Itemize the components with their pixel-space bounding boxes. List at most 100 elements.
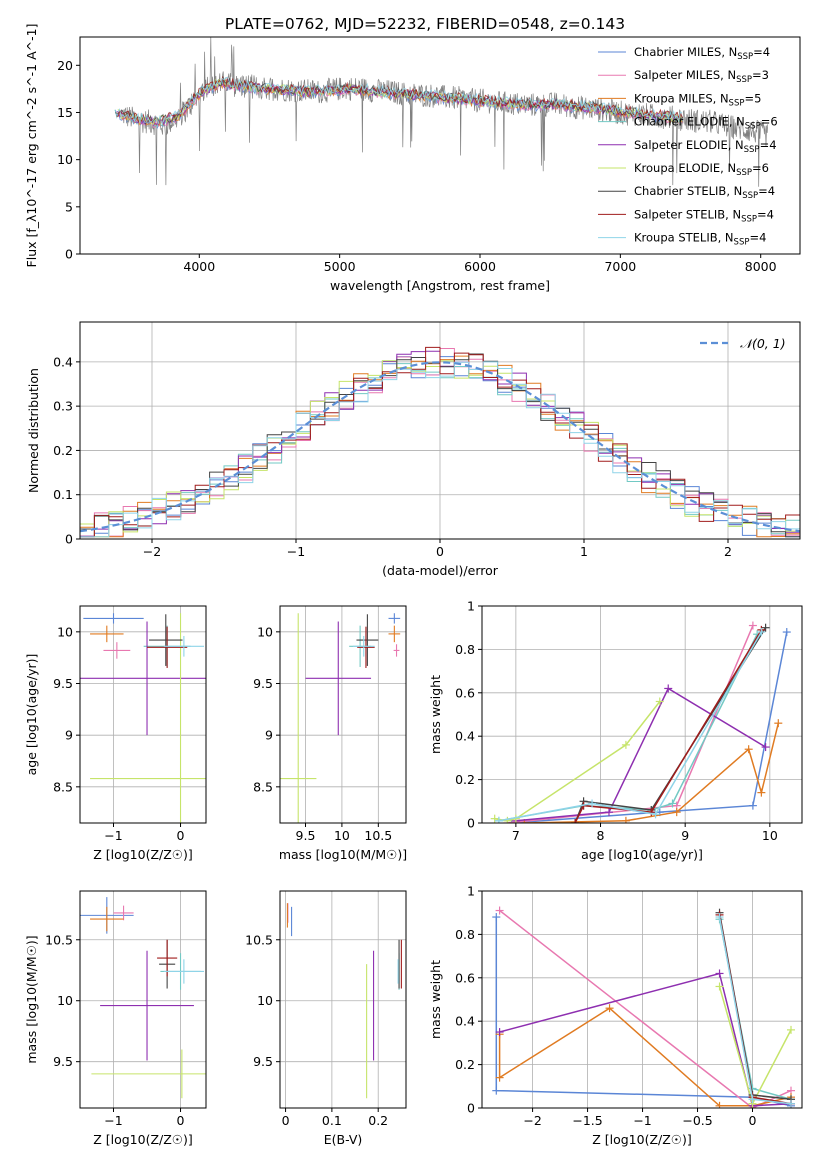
y-tick-label: 10 [57, 152, 73, 167]
figure-title: PLATE=0762, MJD=52232, FIBERID=0548, z=0… [225, 15, 625, 33]
errorbar-point-8 [163, 959, 204, 984]
series-marker-8-2 [651, 810, 660, 819]
series-line-6 [574, 627, 767, 823]
series-marker-2-5 [774, 719, 783, 728]
x-tick-label: 9.5 [296, 828, 316, 843]
y-tick-label: 0.8 [455, 642, 475, 657]
y-tick-label: 0 [65, 247, 73, 262]
series-marker-0-1 [492, 1086, 501, 1095]
y-tick-label: 0.2 [455, 772, 475, 787]
y-tick-label: 0.8 [455, 927, 475, 942]
series-marker-2-2 [605, 1004, 614, 1013]
x-tick-label: 4000 [183, 259, 215, 274]
errorbar-point-7 [157, 939, 178, 977]
x-tick-label: 0 [177, 1113, 185, 1128]
x-tick-label: −1 [104, 828, 122, 843]
legend-label-0: Chabrier MILES, NSSP=4 [634, 45, 770, 62]
y-tick-label: 20 [57, 58, 73, 73]
panel-mass-weight-vs-age: 7 8 9 10 0 0.2 0.4 0.6 0.8 1 age [log10(age/yr)] ma… [428, 599, 803, 862]
y-tick-label: 0 [467, 816, 475, 831]
x-tick-label: 0 [436, 544, 444, 559]
errorbar-point-1 [103, 642, 131, 659]
x-tick-label: −1 [104, 1113, 122, 1128]
legend-label-5: Kroupa ELODIE, NSSP=6 [634, 161, 769, 178]
series-marker-4-2 [664, 684, 673, 693]
series-marker-4-1 [715, 969, 724, 978]
series-line-5 [718, 986, 792, 1106]
x-axis-label: mass [log10(M/M☉)] [279, 847, 407, 862]
x-tick-label: 7 [512, 828, 520, 843]
series-line-8 [498, 631, 763, 822]
x-tick-label: −1 [633, 1113, 651, 1128]
series-marker-8-1 [748, 1095, 757, 1104]
panel-mass-vs-ebv: 0 0.1 0.2 9.5 10 10.5 E(B-V) [245, 890, 407, 1147]
plot-area [492, 906, 796, 1108]
series-marker-8-2 [787, 1099, 796, 1108]
y-tick-label: 10 [57, 624, 73, 639]
errorbar-point-5 [90, 613, 206, 823]
errorbar-point-2 [388, 625, 401, 643]
series-line-7 [718, 914, 792, 1105]
legend-label-7: Salpeter STELIB, NSSP=4 [634, 207, 774, 224]
series-line-7 [574, 629, 763, 823]
series-marker-1-2 [748, 621, 757, 630]
axes: 0 0.1 0.2 9.5 10 10.5 E(B-V) [245, 890, 407, 1147]
series-marker-8-3 [757, 628, 766, 637]
panel-mass-vs-Z: −1 0 9.5 10 10.5 Z [log10(Z/Z☉)] mass [log10(M… [24, 890, 207, 1147]
series-marker-0-2 [748, 801, 757, 810]
x-axis-label: (data-model)/error [382, 563, 499, 578]
errorbar-point-0 [83, 613, 144, 624]
axes-frame [279, 605, 407, 824]
y-axis-label: Normed distribution [26, 368, 41, 493]
series-marker-5-1 [503, 816, 512, 823]
series-marker-0-0 [492, 913, 501, 922]
y-axis-label: mass weight [428, 960, 443, 1039]
series-marker-2-1 [495, 1073, 504, 1082]
errorbar-point-4 [80, 621, 206, 736]
errorbar-point-7 [147, 626, 188, 668]
series-line-6 [718, 912, 792, 1101]
x-tick-label: −0.5 [682, 1113, 712, 1128]
axes: −1 0 8.5 9 9.5 10 Z [log10(Z/Z☉)] age [log10(ag… [24, 605, 207, 862]
x-axis-label: age [log10(age/yr)] [581, 847, 703, 862]
axes: 4000 5000 6000 7000 8000 0 5 10 15 20 wavelength [… [24, 24, 801, 293]
x-tick-label: 10.5 [364, 828, 392, 843]
model-spectrum-8 [117, 76, 683, 125]
x-tick-label: 0.2 [368, 1113, 388, 1128]
x-axis-label: Z [log10(Z/Z☉)] [592, 1132, 692, 1147]
plot-area [286, 903, 402, 1099]
series-marker-4-0 [495, 1028, 504, 1037]
axes-frame [279, 890, 407, 1109]
axes: 7 8 9 10 0 0.2 0.4 0.6 0.8 1 age [log10(age/yr)] ma… [428, 599, 803, 862]
x-tick-label: −2 [143, 544, 161, 559]
y-tick-label: 0 [65, 532, 73, 547]
legend-label-2: Kroupa MILES, NSSP=5 [634, 91, 761, 108]
x-axis-label: wavelength [Angstrom, rest frame] [330, 278, 550, 293]
x-tick-label: 6000 [464, 259, 496, 274]
x-tick-label: −2 [523, 1113, 541, 1128]
errorbar-point-0 [388, 613, 401, 624]
x-tick-label: 0 [749, 1113, 757, 1128]
residual-legend: 𝒩(0, 1) [700, 336, 786, 351]
series-marker-5-3 [621, 740, 630, 749]
series-line-2 [524, 723, 780, 823]
series-line-1 [499, 909, 792, 1108]
errorbar-point-6 [356, 614, 379, 666]
y-tick-label: 0 [467, 1101, 475, 1116]
y-axis-label: age [log10(age/yr)] [24, 654, 39, 776]
series-marker-8-0 [715, 913, 724, 922]
plot-area [80, 346, 800, 538]
legend-label-normal: 𝒩(0, 1) [740, 336, 786, 351]
series-marker-5-0 [715, 982, 724, 991]
y-tick-label: 9.5 [253, 676, 273, 691]
legend-label-1: Salpeter MILES, NSSP=3 [634, 68, 769, 85]
series-marker-8-1 [588, 799, 597, 808]
series-marker-6-3 [761, 623, 770, 632]
series-marker-5-2 [787, 1025, 796, 1034]
y-axis-label: mass weight [428, 675, 443, 754]
x-tick-label: 2 [724, 544, 732, 559]
series-marker-4-1 [604, 808, 613, 817]
x-tick-label: 0 [282, 1113, 290, 1128]
x-tick-label: −1.5 [572, 1113, 602, 1128]
x-tick-label: 0.1 [322, 1113, 342, 1128]
